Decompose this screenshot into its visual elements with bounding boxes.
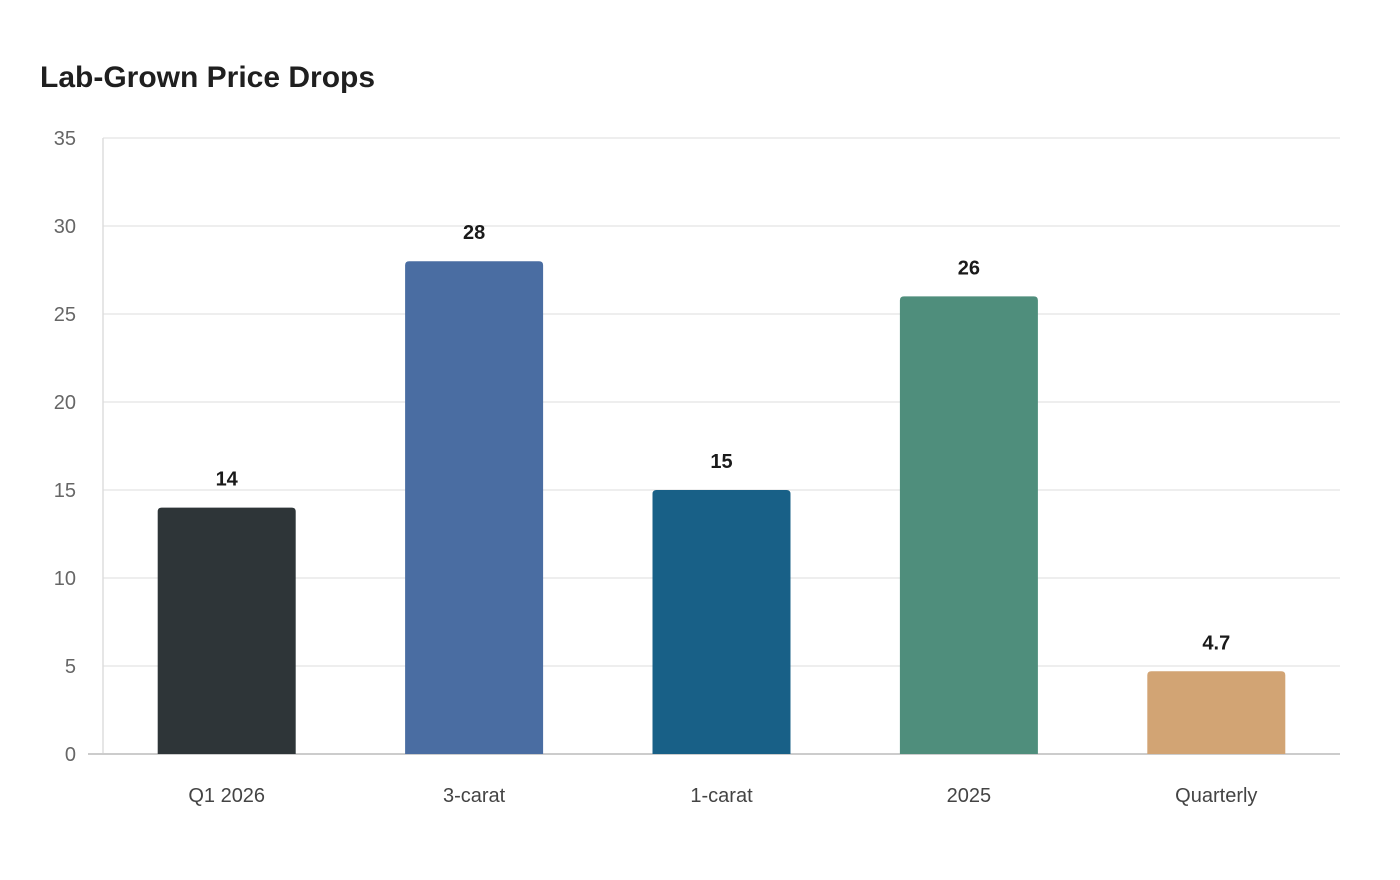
y-tick-label: 0 bbox=[65, 744, 76, 766]
data-label: 28 bbox=[463, 222, 485, 244]
category-label: 1-carat bbox=[690, 785, 753, 807]
y-axis-ticks: 0 5 10 15 20 25 30 35 bbox=[54, 128, 76, 766]
category-label: Quarterly bbox=[1175, 785, 1257, 807]
category-label: 2025 bbox=[947, 785, 992, 807]
bars bbox=[157, 261, 1286, 754]
bar bbox=[157, 507, 296, 754]
y-tick-label: 35 bbox=[54, 128, 76, 150]
bar bbox=[652, 490, 791, 754]
data-labels: 14 28 15 26 4.7 bbox=[216, 222, 1231, 654]
y-tick-label: 15 bbox=[54, 480, 76, 502]
x-axis-categories: Q1 2026 3-carat 1-carat 2025 Quarterly bbox=[188, 785, 1257, 807]
y-tick-label: 20 bbox=[54, 392, 76, 414]
data-label: 14 bbox=[216, 469, 239, 491]
bar bbox=[405, 261, 544, 754]
y-tick-label: 25 bbox=[54, 304, 76, 326]
y-tick-label: 30 bbox=[54, 216, 76, 238]
y-tick-label: 5 bbox=[65, 656, 76, 678]
bar bbox=[1147, 671, 1286, 754]
data-label: 4.7 bbox=[1202, 632, 1230, 654]
bar bbox=[899, 296, 1038, 754]
category-label: Q1 2026 bbox=[188, 785, 265, 807]
data-label: 26 bbox=[958, 257, 980, 279]
category-label: 3-carat bbox=[443, 785, 506, 807]
chart-title: Lab-Grown Price Drops bbox=[40, 61, 376, 94]
data-label: 15 bbox=[710, 451, 732, 473]
y-tick-label: 10 bbox=[54, 568, 76, 590]
